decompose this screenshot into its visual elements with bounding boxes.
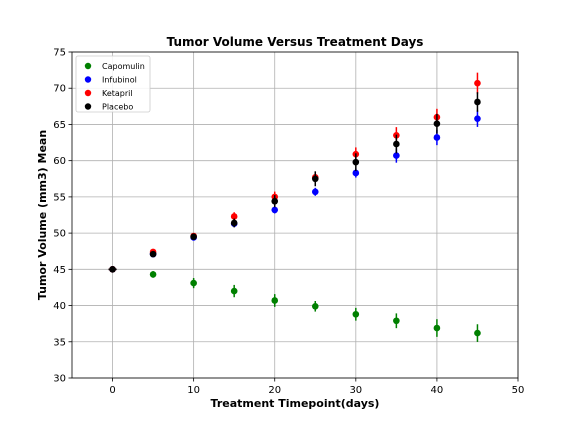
data-point <box>352 169 360 177</box>
data-point <box>230 219 238 227</box>
y-tick-label: 70 <box>53 84 66 95</box>
data-point <box>433 120 441 128</box>
x-tick-label: 50 <box>512 385 525 396</box>
series-infubinol <box>108 110 481 273</box>
data-point <box>230 287 238 295</box>
y-tick-label: 65 <box>53 120 66 131</box>
data-point <box>433 134 441 141</box>
legend-marker <box>84 62 92 70</box>
data-point <box>393 140 400 148</box>
data-point <box>474 98 481 106</box>
x-tick-label: 30 <box>349 385 362 396</box>
data-point <box>311 175 319 183</box>
data-point <box>149 271 157 278</box>
data-point <box>352 158 360 166</box>
legend: Capomulin Infubinol Ketapril Placebo <box>75 55 151 113</box>
data-point <box>271 297 279 304</box>
legend-label: Ketapril <box>102 89 133 98</box>
data-point <box>311 188 319 196</box>
y-tick-label: 40 <box>53 301 66 312</box>
data-point <box>474 79 481 87</box>
series-ketapril <box>108 72 481 273</box>
y-tick-label: 30 <box>53 374 66 385</box>
data-point <box>393 317 400 325</box>
legend-label: Capomulin <box>102 62 145 71</box>
x-tick-label: 10 <box>187 385 200 396</box>
y-tick-label: 60 <box>53 156 66 167</box>
data-point <box>230 213 238 220</box>
y-axis-label: Tumor Volume (mm3) Mean <box>36 130 49 300</box>
y-tick-label: 50 <box>53 229 66 240</box>
data-point <box>271 206 279 214</box>
data-points <box>108 72 481 342</box>
data-point <box>352 310 360 318</box>
legend-label: Infubinol <box>102 76 137 85</box>
legend-marker <box>84 103 92 110</box>
legend-box <box>75 55 151 113</box>
legend-marker <box>84 89 92 97</box>
data-point <box>149 250 157 258</box>
y-tick-label: 75 <box>53 48 66 59</box>
data-point <box>393 152 400 159</box>
y-tick-label: 35 <box>53 337 66 348</box>
series-placebo <box>108 92 481 273</box>
x-tick-label: 20 <box>268 385 281 396</box>
plot-frame <box>71 51 519 379</box>
x-tick-label: 40 <box>431 385 444 396</box>
x-tick-label: 0 <box>109 385 115 396</box>
data-point <box>190 233 197 241</box>
series-capomulin <box>108 266 481 342</box>
legend-label: Placebo <box>102 103 133 112</box>
data-point <box>190 279 197 287</box>
data-point <box>109 266 116 273</box>
data-point <box>474 329 481 337</box>
data-point <box>271 197 279 205</box>
axis-ticks: 0 10 20 30 40 50 30 35 40 45 50 55 60 65 70 75 <box>53 48 524 397</box>
chart-title: Tumor Volume Versus Treatment Days <box>167 35 424 49</box>
y-tick-label: 55 <box>53 192 66 203</box>
data-point <box>474 115 481 122</box>
legend-marker <box>84 76 92 83</box>
y-tick-label: 45 <box>53 265 66 276</box>
x-axis-label: Treatment Timepoint(days) <box>211 397 380 410</box>
data-point <box>311 302 319 310</box>
data-point <box>433 324 441 332</box>
